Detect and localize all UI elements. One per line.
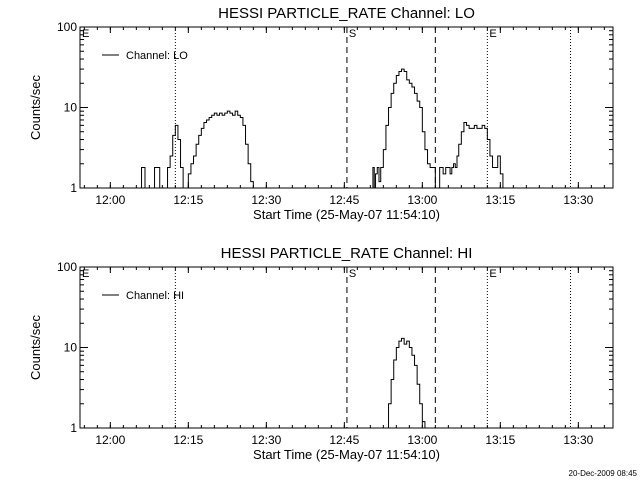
panel-2-y-tick-label: 1 [70, 421, 77, 435]
panel-2-x-tick-label: 12:30 [251, 433, 281, 447]
panel-1-title: HESSI PARTICLE_RATE Channel: LO [218, 5, 475, 22]
panel-2-legend-label: Channel: HI [126, 290, 184, 302]
panel-1-marker-label: S [349, 28, 356, 40]
panel-1-x-tick-label: 12:45 [329, 193, 359, 207]
panel-1-series-line-1 [138, 68, 504, 189]
panel-2-y-axis-label: Counts/sec [28, 314, 43, 380]
panel-2-marker-label: E [489, 268, 496, 280]
panel-2-x-tick-label: 13:30 [563, 433, 593, 447]
panel-1-legend-label: Channel: LO [126, 50, 188, 62]
panel-1-x-tick-label: 12:00 [95, 193, 125, 207]
footer-timestamp: 20-Dec-2009 08:45 [569, 469, 638, 478]
panel-1-x-tick-label: 13:15 [485, 193, 515, 207]
panel-1-y-tick-label: 10 [64, 101, 78, 115]
panel-2-series-line-1 [385, 337, 426, 429]
panel-1-x-tick-label: 13:00 [407, 193, 437, 207]
panel-1-marker-label: E [489, 28, 496, 40]
panel-1-x-tick-label: 13:30 [563, 193, 593, 207]
panel-1-y-tick-label: 100 [57, 20, 77, 34]
panel-1-marker-label: E [82, 28, 89, 40]
panel-1-x-tick-label: 12:30 [251, 193, 281, 207]
panel-2-x-tick-label: 12:15 [173, 433, 203, 447]
panel-2-x-tick-label: 12:00 [95, 433, 125, 447]
panel-1-y-axis-label: Counts/sec [28, 74, 43, 140]
panel-1-y-tick-label: 1 [70, 181, 77, 195]
panel-2-marker-label: S [349, 268, 356, 280]
panel-1-x-tick-label: 12:15 [173, 193, 203, 207]
panel-2-x-axis-label: Start Time (25-May-07 11:54:10) [253, 447, 440, 462]
panel-2-y-tick-label: 100 [57, 260, 77, 274]
panel-2-title: HESSI PARTICLE_RATE Channel: HI [221, 245, 473, 262]
panel-1-x-axis-label: Start Time (25-May-07 11:54:10) [253, 207, 440, 222]
panel-2-x-tick-label: 13:00 [407, 433, 437, 447]
panel-2-y-tick-label: 10 [64, 341, 78, 355]
panel-2-x-tick-label: 13:15 [485, 433, 515, 447]
panel-2-marker-label: E [82, 268, 89, 280]
panel-2-x-tick-label: 12:45 [329, 433, 359, 447]
